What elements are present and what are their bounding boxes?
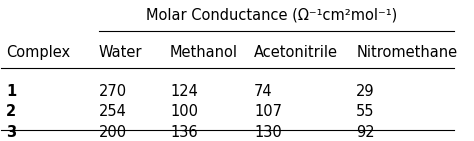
Text: 55: 55 (356, 104, 375, 119)
Text: 92: 92 (356, 125, 375, 140)
Text: 270: 270 (99, 84, 127, 99)
Text: Molar Conductance (Ω⁻¹cm²mol⁻¹): Molar Conductance (Ω⁻¹cm²mol⁻¹) (146, 7, 398, 22)
Text: 29: 29 (356, 84, 375, 99)
Text: 107: 107 (254, 104, 282, 119)
Text: 124: 124 (170, 84, 198, 99)
Text: Complex: Complex (6, 45, 70, 60)
Text: Nitromethane: Nitromethane (356, 45, 457, 60)
Text: Water: Water (99, 45, 143, 60)
Text: 2: 2 (6, 104, 16, 119)
Text: 1: 1 (6, 84, 16, 99)
Text: 136: 136 (170, 125, 198, 140)
Text: Methanol: Methanol (170, 45, 238, 60)
Text: 200: 200 (99, 125, 127, 140)
Text: 130: 130 (254, 125, 282, 140)
Text: 74: 74 (254, 84, 273, 99)
Text: 3: 3 (6, 125, 16, 140)
Text: 254: 254 (99, 104, 127, 119)
Text: 100: 100 (170, 104, 198, 119)
Text: Acetonitrile: Acetonitrile (254, 45, 338, 60)
